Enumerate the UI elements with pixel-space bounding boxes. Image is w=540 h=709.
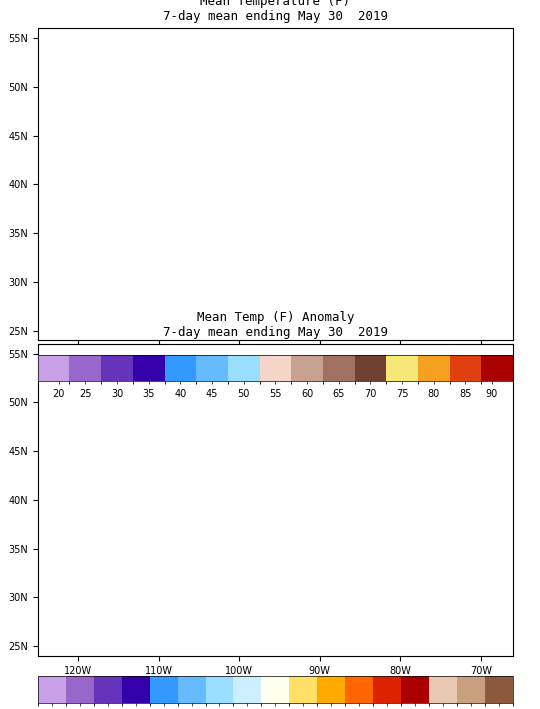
- Title: Mean Temperature (F)
7-day mean ending May 30  2019: Mean Temperature (F) 7-day mean ending M…: [163, 0, 388, 23]
- Title: Mean Temp (F) Anomaly
7-day mean ending May 30  2019: Mean Temp (F) Anomaly 7-day mean ending …: [163, 311, 388, 338]
